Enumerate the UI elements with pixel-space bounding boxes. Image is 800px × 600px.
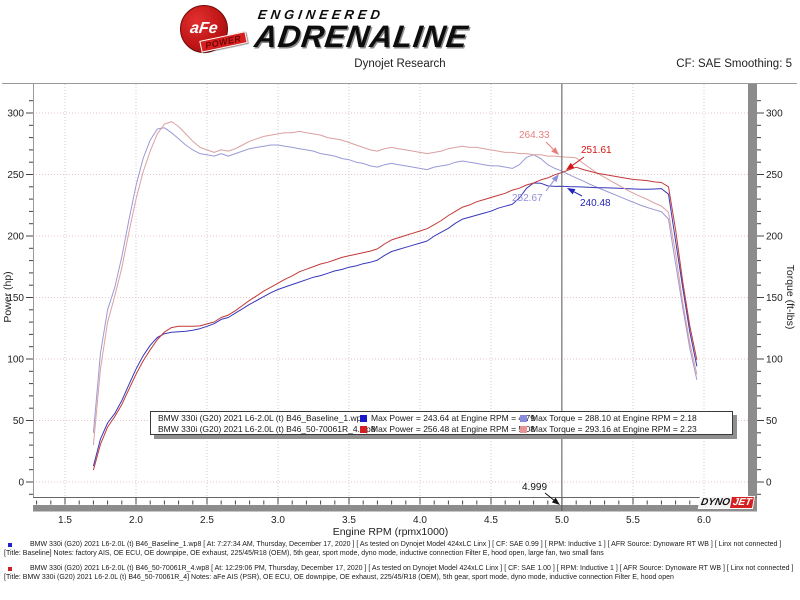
cursor-arrow-head	[551, 497, 560, 505]
annotation-arrow-1-head	[566, 162, 575, 170]
power-marker-icon	[360, 425, 367, 433]
x-tick-label: 2.0	[129, 515, 143, 526]
annotation-arrow-2-line	[545, 180, 555, 192]
curve-baseline-power-hp-	[92, 182, 698, 467]
max-power-intake: Max Power = 256.48 at Engine RPM = 5.08	[360, 424, 535, 435]
torque-axis-title: Torque (ft-lbs)	[784, 265, 796, 330]
dynojet-watermark-jet: JET	[729, 496, 756, 509]
cursor-value-label: 4.999	[522, 482, 547, 493]
annotation-value-3: 240.48	[580, 198, 611, 209]
x-tick-label: 5.5	[626, 515, 640, 526]
power-tick-label: 100	[7, 355, 24, 366]
afe-power-logo: aFe POWER ENGINEERED ADRENALINE	[178, 3, 472, 55]
x-tick-label: 6.0	[697, 515, 711, 526]
right-3d-bar	[749, 84, 757, 512]
x-tick-label: 4.0	[413, 515, 427, 526]
annotation-arrow-0-head	[551, 147, 559, 155]
annotation-value-2: 252.67	[512, 193, 543, 204]
legend-row-baseline: BMW 330i (G20) 2021 L6-2.0L (t) B46_Base…	[158, 413, 732, 424]
power-tick-label: 0	[18, 478, 24, 489]
curve-baseline-torque-ft-lbs-	[92, 127, 698, 433]
x-axis-title: Engine RPM (rpmx1000)	[333, 526, 449, 538]
curve-afe-intake-torque-ft-lbs-	[92, 121, 698, 446]
power-axis-title: Power (hp)	[2, 271, 14, 322]
power-marker-icon	[360, 415, 367, 422]
x-tick-label: 3.5	[342, 515, 356, 526]
annotation-value-1: 251.61	[581, 145, 612, 156]
power-tick-label: 200	[7, 232, 24, 243]
annotation-arrow-3-line	[573, 191, 583, 197]
torque-tick-label: 250	[766, 170, 783, 181]
power-tick-label: 250	[7, 170, 24, 181]
torque-tick-label: 0	[766, 478, 772, 489]
report-title: Dynojet Research	[354, 58, 446, 70]
curve-afe-intake-power-hp-	[92, 166, 698, 471]
power-tick-label: 300	[7, 109, 24, 120]
cursor-arrow-line	[544, 492, 555, 501]
torque-tick-label: 300	[766, 109, 783, 120]
x-tick-label: 1.5	[58, 515, 72, 526]
torque-marker-icon	[520, 425, 527, 433]
annotation-arrow-3-head	[567, 188, 576, 195]
max-power-baseline: Max Power = 243.64 at Engine RPM = 4.79	[360, 413, 535, 424]
torque-tick-label: 100	[766, 355, 783, 366]
max-torque-intake: Max Torque = 293.16 at Engine RPM = 2.23	[520, 424, 732, 435]
run1-bullet-icon	[8, 543, 12, 547]
run2-details: BMW 330i (G20) 2021 L6-2.0L (t) B46_50-7…	[4, 565, 794, 581]
x-tick-label: 3.0	[271, 515, 285, 526]
x-tick-label: 2.5	[200, 515, 214, 526]
max-torque-baseline: Max Torque = 288.10 at Engine RPM = 2.18	[520, 413, 732, 424]
brand-wordmark: ENGINEERED ADRENALINE	[252, 7, 472, 54]
torque-tick-label: 200	[766, 232, 783, 243]
torque-marker-icon	[520, 415, 527, 422]
afe-logo-text: aFe	[189, 20, 220, 37]
run-file-name: BMW 330i (G20) 2021 L6-2.0L (t) B46_50-7…	[158, 423, 376, 434]
power-tick-label: 50	[13, 416, 25, 427]
smoothing-setting: CF: SAE Smoothing: 5	[676, 58, 792, 70]
torque-tick-label: 150	[766, 293, 783, 304]
dynojet-watermark-dyno: DYNO	[697, 496, 733, 509]
torque-tick-label: 50	[766, 416, 778, 427]
run-file-name: BMW 330i (G20) 2021 L6-2.0L (t) B46_Base…	[158, 413, 367, 423]
chart-legend[interactable]: BMW 330i (G20) 2021 L6-2.0L (t) B46_Base…	[150, 411, 733, 435]
run2-bullet-icon	[8, 567, 12, 571]
legend-row-intake: BMW 330i (G20) 2021 L6-2.0L (t) B46_50-7…	[158, 424, 732, 435]
power-tick-label: 150	[7, 293, 24, 304]
annotation-arrow-2-head	[551, 174, 559, 183]
dyno-chart: 1.5 2.0 2.5 3.0 3.5 4.0 4.5 5.0 5.5 6.0 0 0 50 50 100 1…	[2, 83, 797, 538]
dynojet-watermark: DYNO JET	[697, 496, 756, 509]
bottom-3d-bar	[33, 505, 757, 512]
annotation-value-0: 264.33	[519, 130, 550, 141]
afe-logo-disc-wrap: aFe POWER	[178, 3, 248, 55]
x-tick-label: 5.0	[555, 515, 569, 526]
annotation-arrow-0-line	[545, 141, 554, 150]
x-tick-label: 4.5	[484, 515, 498, 526]
annotation-arrow-1-line	[572, 156, 585, 166]
adrenaline-text: ADRENALINE	[252, 19, 471, 54]
run1-details: BMW 330i (G20) 2021 L6-2.0L (t) B46_Base…	[4, 541, 782, 557]
